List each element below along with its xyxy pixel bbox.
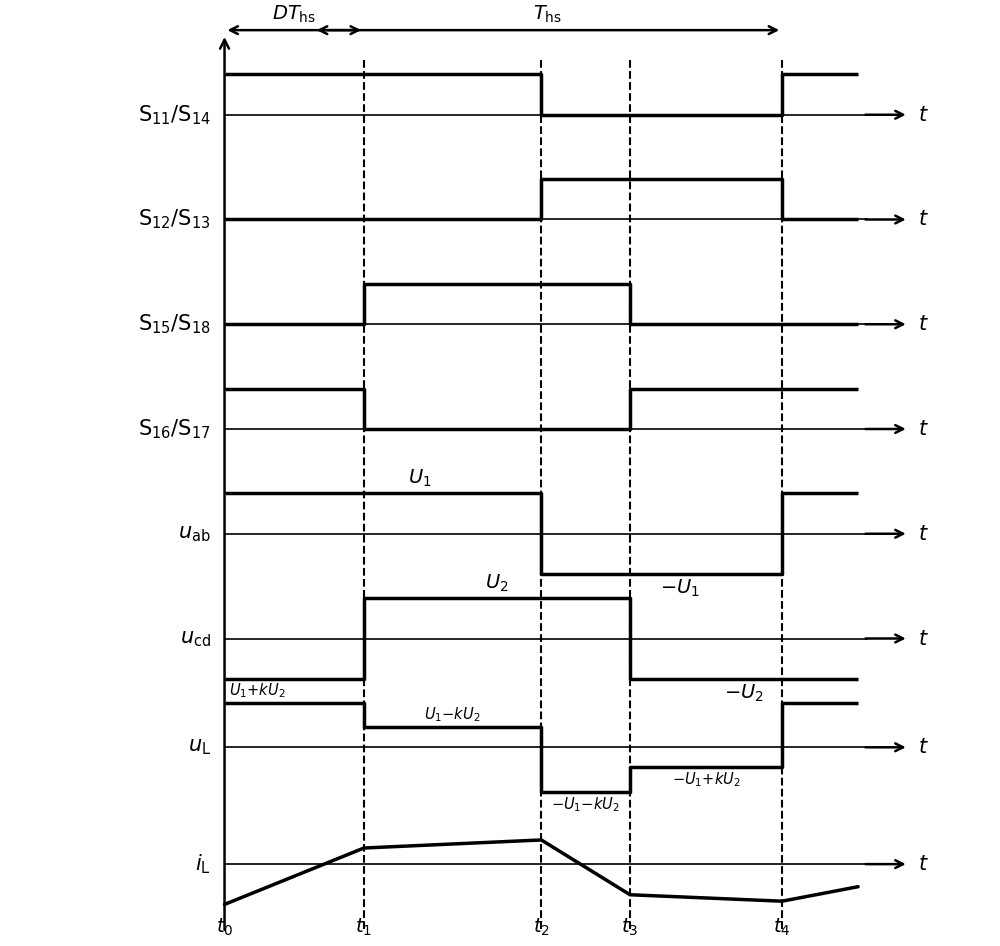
- Text: $U_1$$+kU_2$: $U_1$$+kU_2$: [229, 681, 286, 700]
- Text: $t_4$: $t_4$: [773, 917, 791, 937]
- Text: $-U_1$$-kU_2$: $-U_1$$-kU_2$: [551, 795, 620, 814]
- Text: $t_0$: $t_0$: [216, 917, 233, 937]
- Text: $u_{\mathrm{L}}$: $u_{\mathrm{L}}$: [188, 737, 211, 758]
- Text: $t$: $t$: [918, 419, 929, 439]
- Text: $\mathrm{S}_{15}/\mathrm{S}_{18}$: $\mathrm{S}_{15}/\mathrm{S}_{18}$: [138, 312, 211, 336]
- Text: $-U_1$$+kU_2$: $-U_1$$+kU_2$: [672, 771, 740, 789]
- Text: $t$: $t$: [918, 314, 929, 334]
- Text: $DT_{\mathrm{hs}}$: $DT_{\mathrm{hs}}$: [272, 4, 316, 26]
- Text: $T_{\mathrm{hs}}$: $T_{\mathrm{hs}}$: [533, 4, 562, 26]
- Text: $t$: $t$: [918, 105, 929, 125]
- Text: $\mathrm{S}_{11}/\mathrm{S}_{14}$: $\mathrm{S}_{11}/\mathrm{S}_{14}$: [138, 103, 211, 127]
- Text: $U_1$$-kU_2$: $U_1$$-kU_2$: [424, 705, 481, 724]
- Text: $t_1$: $t_1$: [355, 917, 372, 937]
- Text: $t$: $t$: [918, 628, 929, 649]
- Text: $\mathrm{S}_{12}/\mathrm{S}_{13}$: $\mathrm{S}_{12}/\mathrm{S}_{13}$: [138, 208, 211, 232]
- Text: $U_1$: $U_1$: [408, 468, 431, 489]
- Text: $t$: $t$: [918, 737, 929, 758]
- Text: $u_{\mathrm{cd}}$: $u_{\mathrm{cd}}$: [180, 628, 211, 649]
- Text: $t$: $t$: [918, 854, 929, 874]
- Text: $\mathrm{S}_{16}/\mathrm{S}_{17}$: $\mathrm{S}_{16}/\mathrm{S}_{17}$: [138, 417, 211, 441]
- Text: $U_2$: $U_2$: [485, 573, 509, 594]
- Text: $t_3$: $t_3$: [621, 917, 639, 937]
- Text: $-U_2$: $-U_2$: [724, 683, 764, 704]
- Text: $t_2$: $t_2$: [533, 917, 550, 937]
- Text: $-U_1$: $-U_1$: [660, 578, 700, 600]
- Text: $t$: $t$: [918, 209, 929, 230]
- Text: $i_{\mathrm{L}}$: $i_{\mathrm{L}}$: [195, 852, 211, 876]
- Text: $t$: $t$: [918, 524, 929, 544]
- Text: $u_{\mathrm{ab}}$: $u_{\mathrm{ab}}$: [178, 524, 211, 544]
